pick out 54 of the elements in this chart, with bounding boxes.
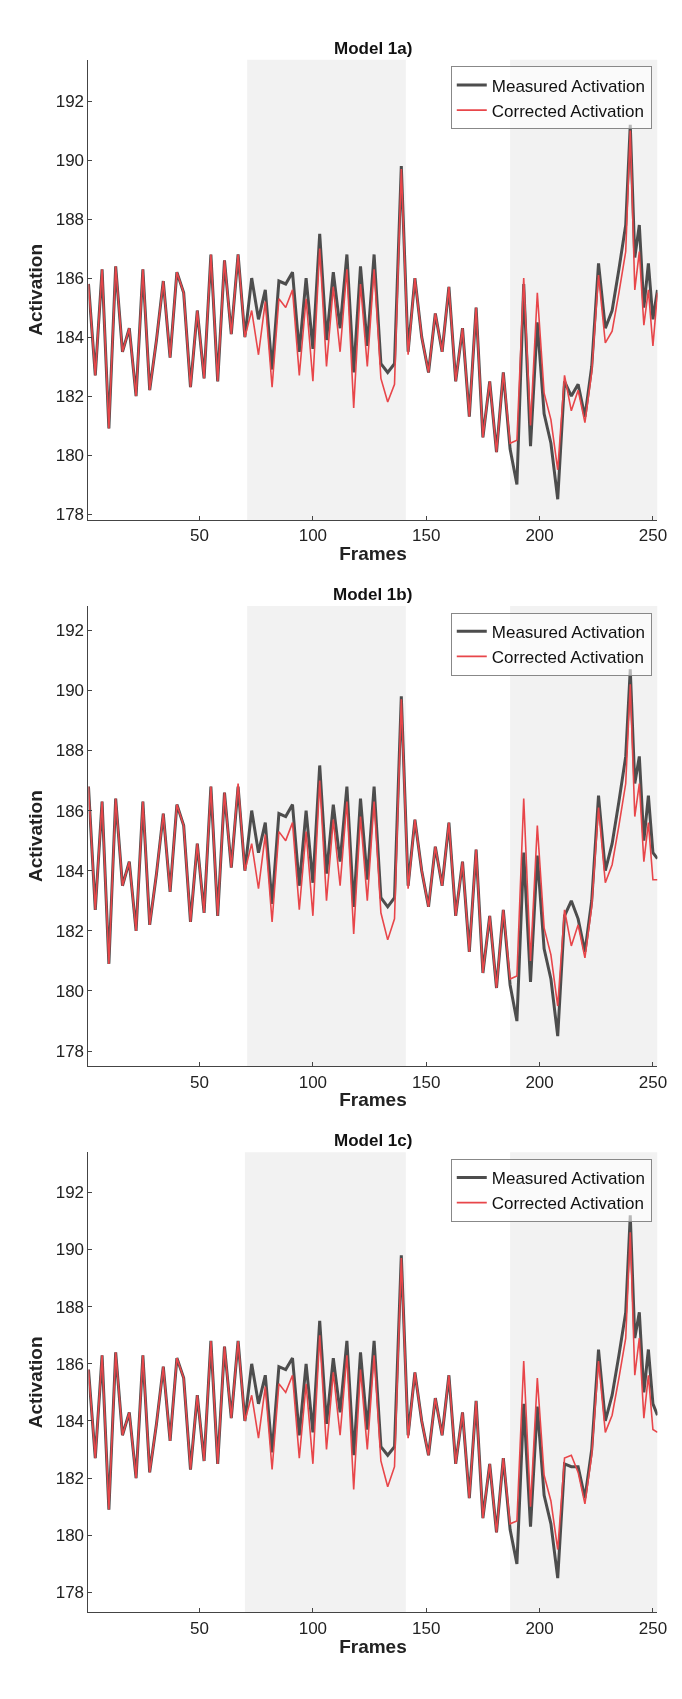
- y-tick-label: 186: [55, 1354, 85, 1374]
- y-tick-label: 182: [55, 1469, 85, 1489]
- x-tick-label: 100: [298, 526, 328, 546]
- legend-label: Corrected Activation: [491, 647, 644, 667]
- y-tick-label: 192: [55, 92, 85, 112]
- legend-label: Measured Activation: [491, 76, 645, 96]
- chart-title: Model 1b): [333, 585, 413, 604]
- y-tick-label: 184: [55, 861, 85, 881]
- legend-label: Corrected Activation: [491, 1194, 644, 1214]
- y-tick-label: 192: [55, 621, 85, 641]
- x-tick-label: 100: [298, 1618, 328, 1638]
- y-tick-label: 188: [55, 741, 85, 761]
- y-axis-title: Activation: [24, 243, 46, 336]
- y-tick-label: 186: [55, 269, 85, 289]
- x-tick-label: 50: [190, 526, 210, 546]
- y-tick-label: 180: [55, 1526, 85, 1546]
- x-tick-label: 200: [525, 1618, 554, 1638]
- x-tick-label: 150: [412, 1618, 441, 1638]
- y-tick-label: 184: [55, 328, 85, 348]
- x-axis-title: Frames: [339, 1089, 407, 1111]
- legend-label: Measured Activation: [491, 622, 645, 642]
- y-tick-label: 178: [55, 1042, 85, 1062]
- y-tick-label: 186: [55, 801, 85, 821]
- y-tick-label: 182: [55, 387, 85, 406]
- y-tick-label: 178: [55, 1583, 85, 1603]
- y-tick-label: 190: [55, 681, 85, 701]
- x-tick-label: 150: [412, 1072, 441, 1092]
- y-tick-label: 192: [55, 1183, 85, 1203]
- y-tick-label: 178: [55, 504, 85, 524]
- x-tick-label: 250: [638, 526, 668, 546]
- chart-title: Model 1a): [334, 39, 413, 58]
- x-axis-title: Frames: [339, 1635, 407, 1657]
- y-tick-label: 182: [55, 921, 85, 941]
- y-tick-label: 180: [55, 445, 85, 465]
- chart-title: Model 1c): [334, 1131, 413, 1150]
- legend-label: Corrected Activation: [491, 101, 644, 121]
- y-tick-label: 190: [55, 151, 85, 171]
- y-tick-label: 184: [55, 1411, 85, 1431]
- x-axis-title: Frames: [339, 543, 407, 565]
- y-axis-title: Activation: [24, 1336, 46, 1429]
- x-tick-label: 50: [190, 1618, 210, 1638]
- x-tick-label: 150: [412, 526, 441, 546]
- x-tick-label: 200: [525, 526, 554, 546]
- y-tick-label: 188: [55, 210, 85, 230]
- x-tick-label: 100: [298, 1072, 328, 1092]
- y-tick-label: 188: [55, 1297, 85, 1317]
- x-tick-label: 200: [525, 1072, 554, 1092]
- x-tick-label: 250: [638, 1072, 668, 1092]
- y-tick-label: 180: [55, 981, 85, 1001]
- x-tick-label: 250: [638, 1618, 668, 1638]
- x-tick-label: 50: [190, 1072, 210, 1092]
- y-axis-title: Activation: [24, 790, 46, 883]
- legend-label: Measured Activation: [491, 1169, 645, 1189]
- y-tick-label: 190: [55, 1240, 85, 1260]
